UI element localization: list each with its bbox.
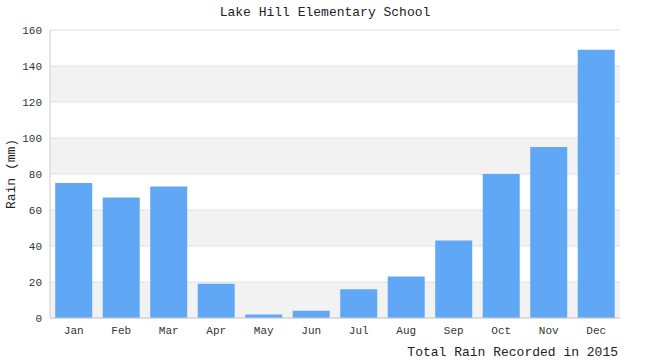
svg-text:Dec: Dec <box>586 325 606 337</box>
svg-text:Mar: Mar <box>159 325 179 337</box>
html-text:Lake Hill Elementary School: Lake Hill Elementary School <box>219 5 431 20</box>
svg-text:0: 0 <box>35 313 42 325</box>
svg-text:160: 160 <box>22 25 42 37</box>
svg-text:Rain (mm): Rain (mm) <box>8 139 19 209</box>
svg-text:Nov: Nov <box>539 325 559 337</box>
svg-text:Aug: Aug <box>396 325 416 337</box>
svg-text:Jan: Jan <box>64 325 84 337</box>
svg-text:Feb: Feb <box>111 325 131 337</box>
svg-text:80: 80 <box>29 169 42 181</box>
svg-text:Jul: Jul <box>349 325 369 337</box>
svg-text:Jun: Jun <box>301 325 321 337</box>
svg-text:60: 60 <box>29 205 42 217</box>
svg-text:May: May <box>254 325 274 337</box>
svg-text:Total Rain Recorded in 2015: Total Rain Recorded in 2015 <box>407 345 618 360</box>
svg-text:40: 40 <box>29 241 42 253</box>
svg-text:Oct: Oct <box>491 325 511 337</box>
svg-text:20: 20 <box>29 277 42 289</box>
svg-text:Sep: Sep <box>444 325 464 337</box>
svg-text:120: 120 <box>22 97 42 109</box>
svg-text:140: 140 <box>22 61 42 73</box>
svg-text:Apr: Apr <box>206 325 226 337</box>
svg-text:100: 100 <box>22 133 42 145</box>
